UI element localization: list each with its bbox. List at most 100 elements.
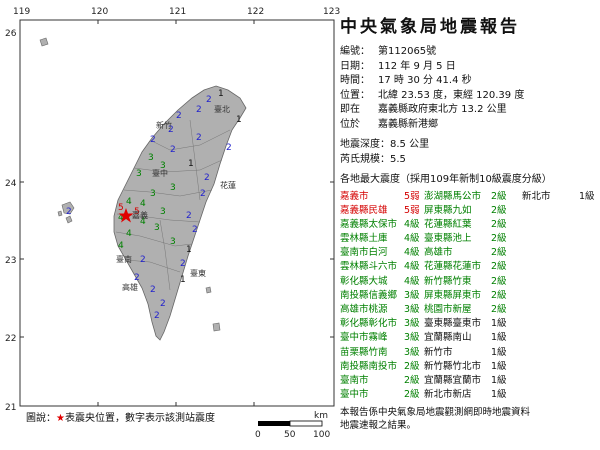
scale-tick-100: 100 [313,430,330,440]
lon-tick-121: 121 [169,7,186,17]
depth-row: 地震深度：8.5 公里 [340,138,596,153]
intensity-table: 嘉義市 5弱 澎湖縣馬公市 2級 新北市 1級 嘉義縣民雄 5弱 屏東縣九如 2級 嘉義縣太保市 4級… [340,190,596,403]
intensity-location: 彰化縣大城 [340,275,388,287]
city-label-hsinchu: 新竹 [156,120,172,130]
station-intensity: 2 [186,211,192,221]
station-intensity: 4 [140,217,146,227]
scale-tick-50: 50 [284,430,296,440]
intensity-location: 屏東縣九如 [424,204,472,216]
serial-label: 編號： [340,46,370,57]
scale-bar: km 0 50 100 [255,411,330,440]
station-intensity: 3 [160,161,166,171]
region-row: 位於 嘉義縣新港鄉 [340,118,596,133]
city-label-taipei: 臺北 [214,104,230,114]
earthquake-report: 中央氣象局地震報告 編號： 第112065號 日期： 112 年 9 月 5 日 時… [340,12,596,432]
station-intensity: 4 [126,229,132,239]
station-intensity: 3 [150,189,156,199]
depth-value: 8.5 公里 [390,139,430,150]
map-legend: 圖說：★表震央位置，數字表示該測站震度 [26,409,215,424]
intensity-row: 彰化縣彰化市 3級 臺東縣臺東市 1級 [340,317,596,331]
station-intensity: 1 [186,245,192,255]
location-value: 北緯 23.53 度，東經 120.39 度 [378,89,525,101]
penghu-islands [57,201,75,224]
city-label-kaohsiung: 高雄 [122,282,138,292]
intensity-location: 新竹縣竹東 [424,275,472,287]
intensity-location: 高雄市 [424,247,453,259]
intensity-intensity: 4級 [404,233,420,245]
magnitude-row: 芮氏規模：5.5 [340,153,596,168]
station-intensity: 2 [170,145,176,155]
depth-label: 地震深度： [340,139,390,150]
intensity-intensity: 2級 [491,190,507,202]
station-intensity: 4 [126,197,132,207]
intensity-intensity: 1級 [491,346,507,358]
station-intensity: 2 [168,125,174,135]
station-intensity: 2 [226,143,232,153]
intensity-row: 苗栗縣竹南 3級 新竹市 1級 [340,346,596,360]
station-intensity: 2 [140,255,146,265]
note-line-1: 本報告係中央氣象局地震觀測網即時地震資料 [340,407,531,419]
intensity-header: 各地最大震度（採用109年新制10級震度分級） [340,174,552,185]
lat-tick-26: 26 [5,29,17,39]
intensity-row: 嘉義縣太保市 4級 花蓮縣紅葉 2級 [340,218,596,232]
city-label-tainan: 臺南 [116,254,132,264]
city-label-hualien: 花蓮 [220,180,236,190]
legend-star-icon: ★ [56,413,65,424]
legend-prefix: 圖說： [26,413,56,424]
intensity-intensity: 1級 [491,360,507,372]
region-value: 嘉義縣新港鄉 [378,118,438,130]
intensity-location: 臺中市 [340,389,369,401]
station-intensity: 2 [200,189,206,199]
serial-value: 第112065號 [378,46,437,57]
station-intensity: 2 [176,111,182,121]
intensity-row: 雲林縣土庫 4級 臺東縣池上 2級 [340,232,596,246]
station-intensity: 2 [134,273,140,283]
intensity-row: 嘉義市 5弱 澎湖縣馬公市 2級 新北市 1級 [340,190,596,204]
station-intensity: 5 [118,203,124,213]
station-intensity: 2 [150,285,156,295]
magnitude-value: 5.5 [390,153,406,165]
date-label: 日期： [340,60,370,72]
station-intensity: 1 [218,89,224,99]
intensity-row: 臺中市霧峰 3級 宜蘭縣南山 1級 [340,331,596,345]
lon-tick-120: 120 [91,7,108,17]
intensity-location: 南投縣信義鄉 [340,289,398,301]
intensity-row: 臺南市白河 4級 高雄市 2級 [340,246,596,260]
intensity-location: 彰化縣彰化市 [340,318,398,330]
intensity-intensity: 2級 [491,233,507,245]
intensity-location: 臺南市 [340,374,369,386]
intensity-location: 花蓮縣花蓮市 [424,261,482,273]
lat-tick-24: 24 [5,179,17,189]
intensity-location: 臺中市霧峰 [340,332,388,344]
station-intensity: 4 [118,213,124,223]
station-markers: 1 2 2 1 2 2 2 2 3 3 3 3 3 4 4 4 4 5 5 4 … [66,89,242,321]
intensity-location: 新竹縣竹北市 [424,360,482,372]
taiwan-landmass [113,85,247,341]
intensity-intensity: 4級 [404,247,420,259]
intensity-intensity: 1級 [491,318,507,330]
orchid-island [212,322,221,332]
distance-row: 即在 嘉義縣政府東北方 13.2 公里 [340,103,596,118]
intensity-intensity: 1級 [491,389,507,401]
intensity-row: 臺中市 2級 新北市新店 1級 [340,388,596,402]
intensity-location: 花蓮縣紅葉 [424,218,472,230]
time-label: 時間： [340,75,370,86]
serial-row: 編號： 第112065號 [340,45,596,60]
station-intensity: 2 [196,133,202,143]
station-intensity: 3 [170,183,176,193]
location-row: 位置： 北緯 23.53 度，東經 120.39 度 [340,89,596,104]
station-intensity: 3 [170,237,176,247]
intensity-intensity: 2級 [491,275,507,287]
station-intensity: 3 [136,169,142,179]
report-title: 中央氣象局地震報告 [340,17,520,37]
intensity-intensity: 2級 [491,204,507,216]
intensity-location: 雲林縣土庫 [340,233,388,245]
intensity-intensity: 3級 [404,346,420,358]
lon-tick-122: 122 [247,7,264,17]
intensity-intensity: 5弱 [404,204,420,216]
lon-ticks [20,20,334,406]
intensity-location: 南投縣南投市 [340,360,398,372]
station-intensity: 2 [204,173,210,183]
intensity-intensity: 2級 [491,304,507,315]
station-intensity: 2 [180,259,186,269]
